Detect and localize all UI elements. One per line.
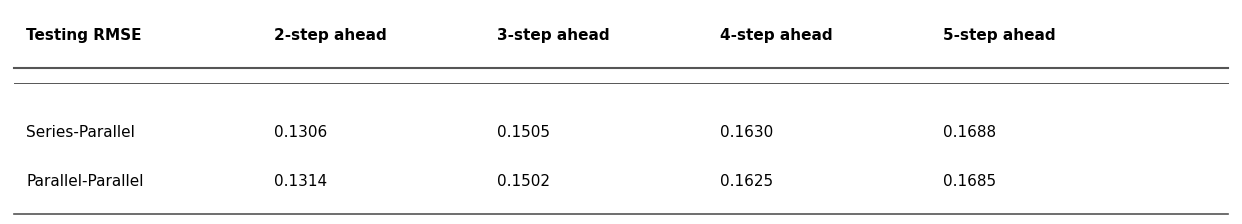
Text: 0.1685: 0.1685 bbox=[943, 174, 996, 189]
Text: Parallel-Parallel: Parallel-Parallel bbox=[26, 174, 144, 189]
Text: 0.1688: 0.1688 bbox=[943, 125, 996, 140]
Text: 4-step ahead: 4-step ahead bbox=[720, 28, 833, 43]
Text: 0.1505: 0.1505 bbox=[497, 125, 550, 140]
Text: 0.1625: 0.1625 bbox=[720, 174, 774, 189]
Text: 0.1630: 0.1630 bbox=[720, 125, 774, 140]
Text: Testing RMSE: Testing RMSE bbox=[26, 28, 142, 43]
Text: 3-step ahead: 3-step ahead bbox=[497, 28, 610, 43]
Text: 5-step ahead: 5-step ahead bbox=[943, 28, 1056, 43]
Text: 0.1306: 0.1306 bbox=[274, 125, 328, 140]
Text: 0.1502: 0.1502 bbox=[497, 174, 550, 189]
Text: Series-Parallel: Series-Parallel bbox=[26, 125, 135, 140]
Text: 0.1314: 0.1314 bbox=[274, 174, 327, 189]
Text: 2-step ahead: 2-step ahead bbox=[274, 28, 386, 43]
